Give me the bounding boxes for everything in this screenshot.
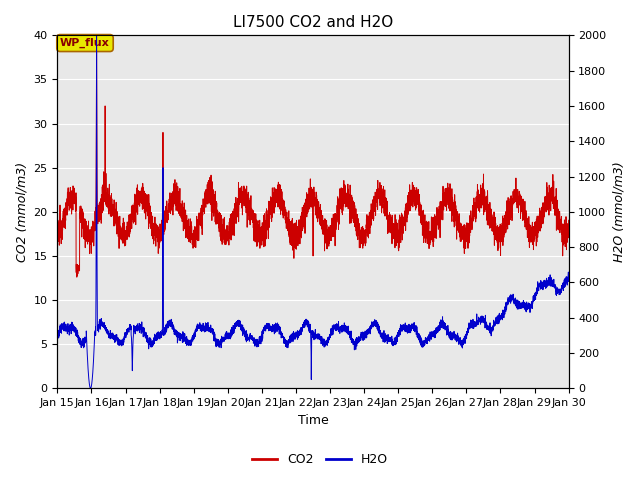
CO2 xyxy=(73,274,81,280)
Text: WP_flux: WP_flux xyxy=(60,38,110,48)
H2O xyxy=(54,334,61,339)
H2O xyxy=(399,326,407,332)
CO2 xyxy=(294,224,301,230)
Line: H2O: H2O xyxy=(58,36,568,388)
H2O xyxy=(93,33,100,38)
CO2 xyxy=(428,214,435,220)
CO2 xyxy=(93,41,100,47)
Y-axis label: H2O (mmol/m3): H2O (mmol/m3) xyxy=(612,161,625,262)
H2O xyxy=(428,331,435,337)
Line: CO2: CO2 xyxy=(58,44,568,277)
Y-axis label: CO2 (mmol/m3): CO2 (mmol/m3) xyxy=(15,162,28,262)
Title: LI7500 CO2 and H2O: LI7500 CO2 and H2O xyxy=(233,15,393,30)
CO2 xyxy=(54,233,61,239)
H2O xyxy=(146,339,154,345)
H2O xyxy=(86,385,94,391)
H2O xyxy=(564,275,572,280)
X-axis label: Time: Time xyxy=(298,414,328,427)
H2O xyxy=(564,273,572,279)
CO2 xyxy=(399,214,407,220)
CO2 xyxy=(564,223,572,228)
Legend: CO2, H2O: CO2, H2O xyxy=(247,448,393,471)
CO2 xyxy=(456,222,464,228)
H2O xyxy=(456,339,464,345)
CO2 xyxy=(146,220,154,226)
H2O xyxy=(294,334,301,340)
CO2 xyxy=(564,217,572,223)
